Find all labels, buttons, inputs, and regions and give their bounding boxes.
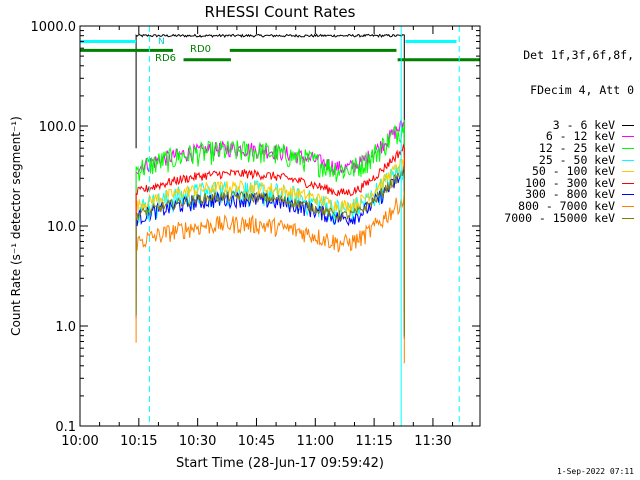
legend-entry-label: 25 - 50 keV [538, 152, 622, 167]
legend-swatch [622, 136, 634, 138]
legend-entry-2: 12 - 25 keV [504, 140, 634, 155]
legend-entry-label: 800 - 7000 keV [518, 198, 622, 213]
legend-swatch [622, 171, 634, 173]
series-line-2 [135, 119, 405, 290]
x-tick-label: 11:30 [414, 434, 451, 449]
legend-swatch [622, 147, 634, 149]
series-line-7 [135, 190, 405, 364]
legend-header-line-1: Det 1f,3f,6f,8f, [523, 48, 634, 63]
legend-entry-label: 12 - 25 keV [538, 140, 622, 155]
series-layer [135, 33, 405, 364]
series-line-8 [135, 165, 405, 336]
series-line-5 [135, 143, 405, 313]
x-tick-label: 10:00 [61, 434, 98, 449]
y-axis-label: Count Rate (s⁻¹ detector segment⁻¹) [9, 116, 23, 336]
series-line-1 [135, 119, 405, 288]
y-tick-label: 1.0 [55, 320, 76, 335]
legend-swatch [622, 217, 634, 219]
x-axis-label: Start Time (28-Jun-17 09:59:42) [176, 456, 384, 471]
legend-swatch [622, 159, 634, 161]
chart-title: RHESSI Count Rates [205, 3, 356, 21]
legend-swatch [622, 194, 634, 196]
series-line-0 [135, 33, 405, 179]
legend-entry-label: 100 - 300 keV [525, 175, 622, 190]
y-tick-label: 1000.0 [31, 20, 77, 35]
x-tick-label: 10:15 [120, 434, 157, 449]
annotation-n: N [158, 37, 165, 47]
legend-entry-7: 800 - 7000 keV [504, 198, 634, 213]
legend-swatch [622, 205, 634, 207]
y-tick-label: 0.1 [55, 420, 76, 435]
y-tick-label: 10.0 [47, 220, 76, 235]
x-tick-label: 11:15 [355, 434, 392, 449]
legend-entries: 3 - 6 keV 6 - 12 keV 12 - 25 keV 25 - 50… [504, 117, 634, 225]
legend-entry-label: 6 - 12 keV [545, 129, 622, 144]
legend-entry-label: 3 - 6 keV [552, 117, 622, 132]
axis-layer: 10:00 10:15 10:30 10:45 11:00 11:15 11:30 0.1 1.… [31, 20, 480, 449]
legend-entry-label: 7000 - 15000 keV [504, 210, 622, 225]
series-line-6 [135, 168, 405, 339]
legend-swatch [622, 124, 634, 126]
series-line-4 [135, 154, 405, 326]
legend-entry-label: 50 - 100 keV [531, 164, 622, 179]
flag-layer [80, 39, 480, 62]
legend-entry-8: 7000 - 15000 keV [504, 210, 634, 225]
timestamp-footer: 1-Sep-2022 07:11 [556, 467, 634, 476]
legend-header-line-2: FDecim 4, Att 0 [530, 82, 634, 97]
legend-entry-5: 100 - 300 keV [504, 175, 634, 190]
legend-entry-3: 25 - 50 keV [504, 152, 634, 167]
legend-entry-4: 50 - 100 keV [504, 164, 634, 179]
legend-swatch [622, 182, 634, 184]
x-tick-label: 10:45 [238, 434, 275, 449]
x-tick-label: 10:30 [179, 434, 216, 449]
legend-entry-0: 3 - 6 keV [504, 117, 634, 132]
x-tick-label: 11:00 [297, 434, 334, 449]
legend: Det 1f,3f,6f,8f, FDecim 4, Att 0 3 - 6 k… [504, 27, 634, 236]
annotation-rd0: RD0 [190, 44, 211, 55]
plot-frame [79, 25, 481, 427]
legend-entry-label: 300 - 800 keV [525, 187, 622, 202]
y-tick-label: 100.0 [39, 120, 76, 135]
annotation-rd6: RD6 [155, 53, 176, 64]
legend-entry-6: 300 - 800 keV [504, 189, 634, 201]
legend-entry-1: 6 - 12 keV [504, 131, 634, 143]
